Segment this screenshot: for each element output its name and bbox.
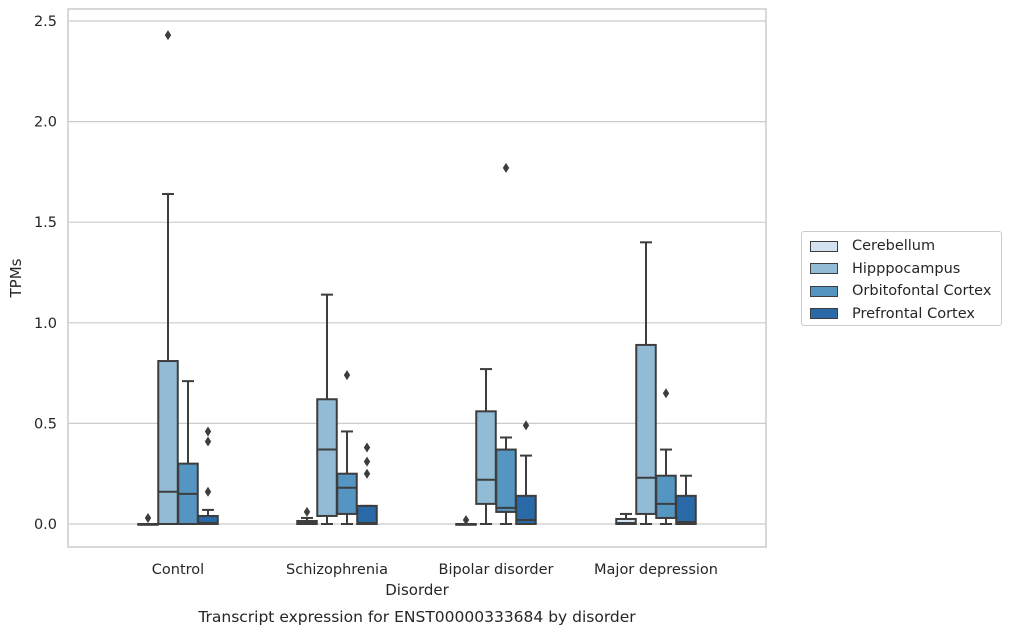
x-tick-label: Schizophrenia (286, 562, 388, 578)
boxes (137, 30, 697, 526)
x-tick-label: Control (152, 562, 204, 578)
y-tick-label: 1.0 (34, 316, 57, 332)
legend-item: Orbitofontal Cortex (810, 282, 991, 300)
chart-title: Transcript expression for ENST0000033368… (197, 608, 636, 626)
legend-label: Prefrontal Cortex (852, 305, 975, 322)
outlier-point (204, 486, 212, 497)
outlier-point (343, 370, 351, 381)
y-axis-label: TPMs (7, 258, 25, 298)
x-axis-label: Disorder (385, 581, 449, 599)
x-axis-ticks: Control Schizophrenia Bipolar disorder Majo… (152, 562, 718, 578)
box-hipppocampus (316, 293, 338, 525)
outlier-point (363, 442, 371, 453)
y-axis-ticks: 0.0 0.5 1.0 1.5 2.0 2.5 (34, 14, 57, 533)
box-body (316, 398, 338, 517)
y-tick-label: 2.0 (34, 115, 57, 131)
legend-label: Orbitofontal Cortex (852, 283, 992, 299)
box-body (356, 504, 378, 525)
box-body (336, 472, 358, 515)
legend-swatch (810, 285, 838, 297)
outlier-point (303, 506, 311, 517)
outlier-point (363, 468, 371, 479)
box-prefrontal-cortex (515, 420, 537, 525)
legend-swatch (810, 263, 838, 274)
y-tick-label: 0.0 (34, 517, 57, 533)
y-tick-label: 0.5 (34, 416, 57, 432)
box-body (655, 474, 677, 519)
box-hipppocampus (635, 241, 657, 525)
box-body (197, 514, 219, 526)
box-prefrontal-cortex (197, 426, 219, 526)
box-orbitofontal-cortex (336, 370, 358, 525)
box-orbitofontal-cortex (495, 162, 517, 525)
outlier-point (462, 514, 470, 525)
box-prefrontal-cortex (675, 474, 697, 525)
box-hipppocampus (475, 368, 497, 525)
legend-swatch (810, 308, 838, 319)
box-body (675, 494, 697, 525)
x-tick-label: Bipolar disorder (439, 562, 554, 578)
box-cerebellum (615, 512, 637, 525)
box-cerebellum (296, 506, 318, 525)
x-tick-label: Major depression (594, 562, 718, 578)
legend-label: Hipppocampus (852, 260, 961, 277)
legend-label: Cerebellum (852, 238, 936, 254)
legend-swatch (810, 240, 838, 252)
outlier-point (502, 162, 510, 173)
legend: Cerebellum Hipppocampus Orbitofontal Corte… (801, 231, 1002, 326)
legend-item: Cerebellum (810, 237, 935, 255)
box-body (475, 410, 497, 505)
box-orbitofontal-cortex (177, 380, 199, 526)
box-body (515, 494, 537, 525)
box-body (157, 360, 179, 526)
box-cerebellum (455, 514, 477, 526)
outlier-point (144, 512, 152, 523)
box-body (615, 517, 637, 525)
outlier-point (662, 388, 670, 399)
box-body (635, 343, 657, 515)
legend-item: Hipppocampus (810, 260, 960, 278)
box-hipppocampus (157, 30, 179, 526)
outlier-point (204, 426, 212, 437)
legend-item: Prefrontal Cortex (810, 305, 975, 323)
y-tick-label: 2.5 (34, 14, 57, 30)
outlier-point (522, 420, 530, 431)
outlier-point (204, 436, 212, 447)
box-body (495, 448, 517, 513)
y-tick-label: 1.5 (34, 215, 57, 231)
outlier-point (164, 30, 172, 41)
box-cerebellum (137, 512, 159, 526)
outlier-point (363, 456, 371, 467)
box-prefrontal-cortex (356, 442, 378, 525)
